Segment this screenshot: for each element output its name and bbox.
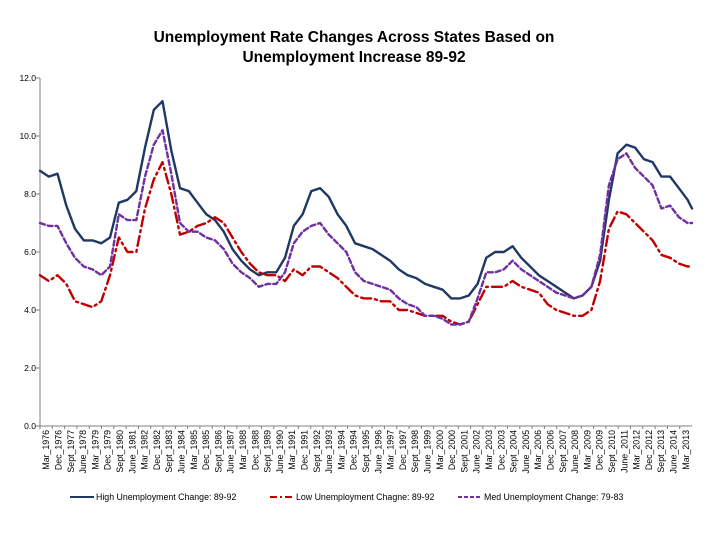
x-tick-label: Dec_2006 — [546, 430, 556, 470]
legend-label-1: High Unemployment Change: 89-92 — [96, 492, 236, 502]
y-tick-label: 2.0 — [24, 363, 36, 373]
x-tick-label: Dec_1988 — [250, 430, 260, 470]
x-tick-label: Mar_1979 — [90, 430, 100, 470]
x-tick-label: Sept_1983 — [164, 430, 174, 473]
x-tick-label: June_2011 — [619, 430, 629, 473]
x-tick-label: Sept_1995 — [361, 430, 371, 473]
x-tick-label: Mar_2013 — [681, 430, 691, 470]
x-tick-label: Dec_2009 — [595, 430, 605, 470]
y-tick-label: 10.0 — [19, 131, 36, 141]
x-tick-label: Mar_2012 — [632, 430, 642, 470]
x-tick-label: June_1978 — [78, 430, 88, 474]
y-tick-label: 6.0 — [24, 247, 36, 257]
x-tick-label: Mar_1997 — [386, 430, 396, 470]
x-tick-label: June_2008 — [570, 430, 580, 474]
x-tick-label: June_2005 — [521, 430, 531, 474]
x-tick-label: Dec_2012 — [644, 430, 654, 470]
x-tick-label: Mar_1976 — [41, 430, 51, 470]
series-line-3 — [38, 128, 694, 326]
x-tick-label: Sept_1986 — [213, 430, 223, 473]
x-tick-label: June_2014 — [669, 430, 679, 474]
x-tick-label: June_1981 — [127, 430, 137, 474]
x-tick-label: June_1987 — [226, 430, 236, 474]
y-axis: 0.0 2.0 4.0 6.0 8.0 10.0 12.0 — [19, 73, 41, 431]
x-tick-label: Mar_2006 — [533, 430, 543, 470]
x-tick-label: Dec_1985 — [201, 430, 211, 470]
x-tick-label: Mar_1991 — [287, 430, 297, 470]
series-line-2 — [38, 160, 694, 326]
x-tick-label: Sept_2007 — [558, 430, 568, 473]
series-line-1 — [38, 99, 694, 300]
x-tick-label: Dec_1997 — [398, 430, 408, 470]
x-tick-label: June_1996 — [373, 430, 383, 474]
legend-label-3: Med Unemployment Change: 79-83 — [484, 492, 623, 502]
x-tick-label: Dec_1976 — [54, 430, 64, 470]
x-tick-label: Mar_1994 — [336, 430, 346, 470]
x-tick-label: Dec_1994 — [349, 430, 359, 470]
x-tick-label: Sept_1977 — [66, 430, 76, 473]
chart-title-line-1: Unemployment Rate Changes Across States … — [154, 29, 555, 46]
x-tick-label: Mar_2000 — [435, 430, 445, 470]
y-tick-label: 8.0 — [24, 189, 36, 199]
y-tick-label: 12.0 — [19, 73, 36, 83]
y-tick-label: 0.0 — [24, 421, 36, 431]
chart-title-line-2: Unemployment Increase 89-92 — [242, 49, 465, 66]
series-layer — [38, 99, 694, 326]
x-tick-label: Sept_1998 — [410, 430, 420, 473]
x-tick-label: June_2002 — [472, 430, 482, 474]
x-tick-label: June_1999 — [423, 430, 433, 474]
x-axis: Mar_1976 Dec_1976 Sept_1977 June_1978 Mar_19… — [39, 425, 692, 474]
x-tick-label: June_1993 — [324, 430, 334, 474]
y-tick-label: 4.0 — [24, 305, 36, 315]
x-tick-label: Sept_2004 — [509, 430, 519, 473]
x-tick-label: Mar_1985 — [189, 430, 199, 470]
x-tick-label: Sept_1989 — [263, 430, 273, 473]
x-tick-label: Mar_1988 — [238, 430, 248, 470]
x-tick-label: Sept_2010 — [607, 430, 617, 473]
x-tick-label: Dec_2003 — [496, 430, 506, 470]
x-tick-label: Dec_1979 — [103, 430, 113, 470]
x-tick-label: Dec_1991 — [300, 430, 310, 470]
x-tick-label: Dec_1982 — [152, 430, 162, 470]
x-tick-label: Sept_2001 — [459, 430, 469, 473]
x-tick-label: Mar_2003 — [484, 430, 494, 470]
x-tick-label: Sept_1980 — [115, 430, 125, 473]
x-tick-label: Mar_2009 — [582, 430, 592, 470]
x-tick-label: Dec_2000 — [447, 430, 457, 470]
x-tick-label: June_1990 — [275, 430, 285, 474]
x-tick-label: Sept_2013 — [656, 430, 666, 473]
legend: High Unemployment Change: 89-92 Low Unemp… — [70, 492, 623, 502]
legend-label-2: Low Unemployment Chagne: 89-92 — [296, 492, 434, 502]
x-tick-label: Sept_1992 — [312, 430, 322, 473]
x-tick-label: Mar_1982 — [140, 430, 150, 470]
x-tick-label: June_1984 — [177, 430, 187, 474]
